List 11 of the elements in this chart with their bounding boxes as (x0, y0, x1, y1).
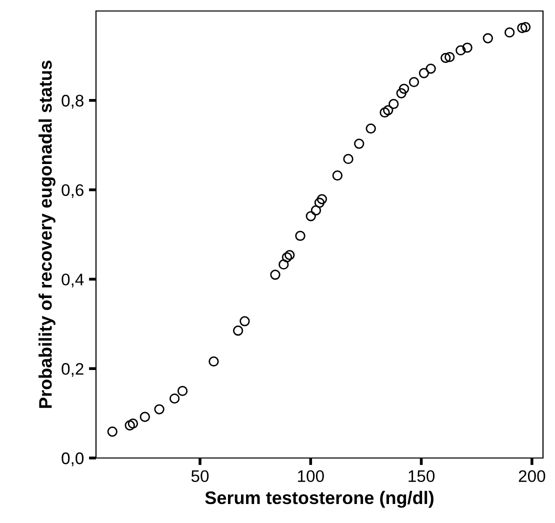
y-tick-label: 0,2 (62, 363, 84, 377)
x-axis-title: Serum testosterone (ng/dl) (205, 490, 434, 508)
y-tick-label: 0,8 (62, 94, 84, 109)
y-tick-label: 0,6 (62, 184, 84, 198)
x-tick-label: 50 (191, 470, 209, 482)
x-tick-label: 150 (408, 470, 435, 482)
x-tick-label: 200 (518, 470, 546, 482)
y-tick-label: 0,0 (62, 452, 84, 466)
x-tick-label: 100 (298, 470, 324, 482)
y-tick-label: 0,4 (62, 274, 84, 288)
y-axis-title: Probability of recovery eugonadal status (38, 60, 56, 408)
